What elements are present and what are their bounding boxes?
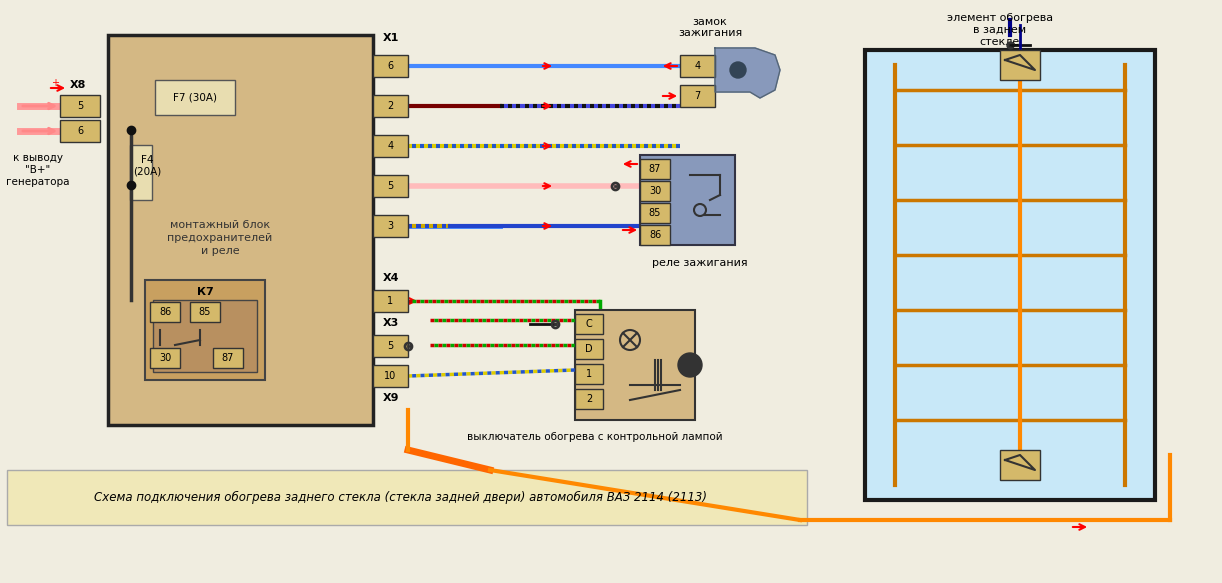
Text: X3: X3 bbox=[382, 318, 400, 328]
Bar bbox=[150, 302, 180, 322]
Bar bbox=[373, 335, 408, 357]
Bar bbox=[640, 155, 734, 245]
Text: 4: 4 bbox=[387, 141, 393, 151]
Text: C: C bbox=[585, 319, 593, 329]
Text: D: D bbox=[585, 344, 593, 354]
Bar bbox=[576, 314, 602, 334]
Text: 4: 4 bbox=[694, 61, 700, 71]
Bar bbox=[60, 120, 100, 142]
Text: 85: 85 bbox=[199, 307, 211, 317]
Bar bbox=[576, 310, 695, 420]
Text: F7 (30А): F7 (30А) bbox=[174, 92, 218, 102]
Text: выключатель обогрева с контрольной лампой: выключатель обогрева с контрольной лампо… bbox=[467, 432, 722, 442]
Bar bbox=[679, 85, 715, 107]
Bar bbox=[60, 95, 100, 117]
Text: X8: X8 bbox=[70, 80, 87, 90]
Text: X9: X9 bbox=[382, 393, 400, 403]
Bar bbox=[189, 302, 220, 322]
Text: 30: 30 bbox=[649, 186, 661, 196]
Text: зажигания: зажигания bbox=[678, 28, 742, 38]
Polygon shape bbox=[715, 48, 780, 98]
Bar bbox=[373, 95, 408, 117]
Text: элемент обогрева: элемент обогрева bbox=[947, 13, 1053, 23]
Text: 5: 5 bbox=[77, 101, 83, 111]
Bar bbox=[373, 175, 408, 197]
Text: 87: 87 bbox=[649, 164, 661, 174]
Bar bbox=[576, 339, 602, 359]
Text: реле зажигания: реле зажигания bbox=[653, 258, 748, 268]
Text: генератора: генератора bbox=[6, 177, 70, 187]
Text: X4: X4 bbox=[382, 273, 400, 283]
Circle shape bbox=[678, 353, 701, 377]
Text: 7: 7 bbox=[694, 91, 700, 101]
Text: 5: 5 bbox=[387, 341, 393, 351]
Text: 10: 10 bbox=[385, 371, 397, 381]
Circle shape bbox=[730, 62, 745, 78]
Text: 85: 85 bbox=[649, 208, 661, 218]
Bar bbox=[640, 159, 670, 179]
Text: 87: 87 bbox=[222, 353, 235, 363]
Bar bbox=[576, 364, 602, 384]
Text: в заднем: в заднем bbox=[974, 25, 1026, 35]
Text: Схема подключения обогрева заднего стекла (стекла задней двери) автомобиля ВАЗ 2: Схема подключения обогрева заднего стекл… bbox=[94, 490, 706, 504]
Text: (20А): (20А) bbox=[133, 167, 161, 177]
Text: 1: 1 bbox=[585, 369, 593, 379]
Bar bbox=[1000, 50, 1040, 80]
Bar bbox=[7, 470, 807, 525]
Bar bbox=[373, 215, 408, 237]
Bar bbox=[865, 50, 1155, 500]
Text: и реле: и реле bbox=[200, 246, 240, 256]
Text: 1: 1 bbox=[387, 296, 393, 306]
Text: 2: 2 bbox=[585, 394, 593, 404]
Text: 5: 5 bbox=[387, 181, 393, 191]
Bar bbox=[1000, 450, 1040, 480]
Bar bbox=[373, 135, 408, 157]
Bar bbox=[640, 225, 670, 245]
Bar bbox=[679, 55, 715, 77]
Text: 6: 6 bbox=[387, 61, 393, 71]
Text: X1: X1 bbox=[382, 33, 400, 43]
Text: 30: 30 bbox=[159, 353, 171, 363]
Bar bbox=[213, 348, 243, 368]
Bar bbox=[145, 280, 265, 380]
Bar bbox=[373, 55, 408, 77]
Bar bbox=[640, 203, 670, 223]
Bar bbox=[153, 300, 257, 372]
Bar bbox=[130, 145, 152, 200]
Text: замок: замок bbox=[693, 17, 727, 27]
Text: К7: К7 bbox=[197, 287, 214, 297]
Text: 2: 2 bbox=[387, 101, 393, 111]
Bar bbox=[150, 348, 180, 368]
Text: "В+": "В+" bbox=[26, 165, 50, 175]
Text: 86: 86 bbox=[649, 230, 661, 240]
Text: F4: F4 bbox=[141, 155, 153, 165]
Bar bbox=[373, 290, 408, 312]
Bar bbox=[373, 365, 408, 387]
Bar bbox=[155, 80, 235, 115]
Text: 3: 3 bbox=[387, 221, 393, 231]
Text: 6: 6 bbox=[77, 126, 83, 136]
Text: стекле: стекле bbox=[980, 37, 1020, 47]
Text: предохранителей: предохранителей bbox=[167, 233, 273, 243]
Bar bbox=[108, 35, 373, 425]
Bar bbox=[640, 181, 670, 201]
Text: +: + bbox=[51, 78, 59, 88]
Text: монтажный блок: монтажный блок bbox=[170, 220, 270, 230]
Text: к выводу: к выводу bbox=[13, 153, 64, 163]
Bar bbox=[576, 389, 602, 409]
Text: 86: 86 bbox=[159, 307, 171, 317]
